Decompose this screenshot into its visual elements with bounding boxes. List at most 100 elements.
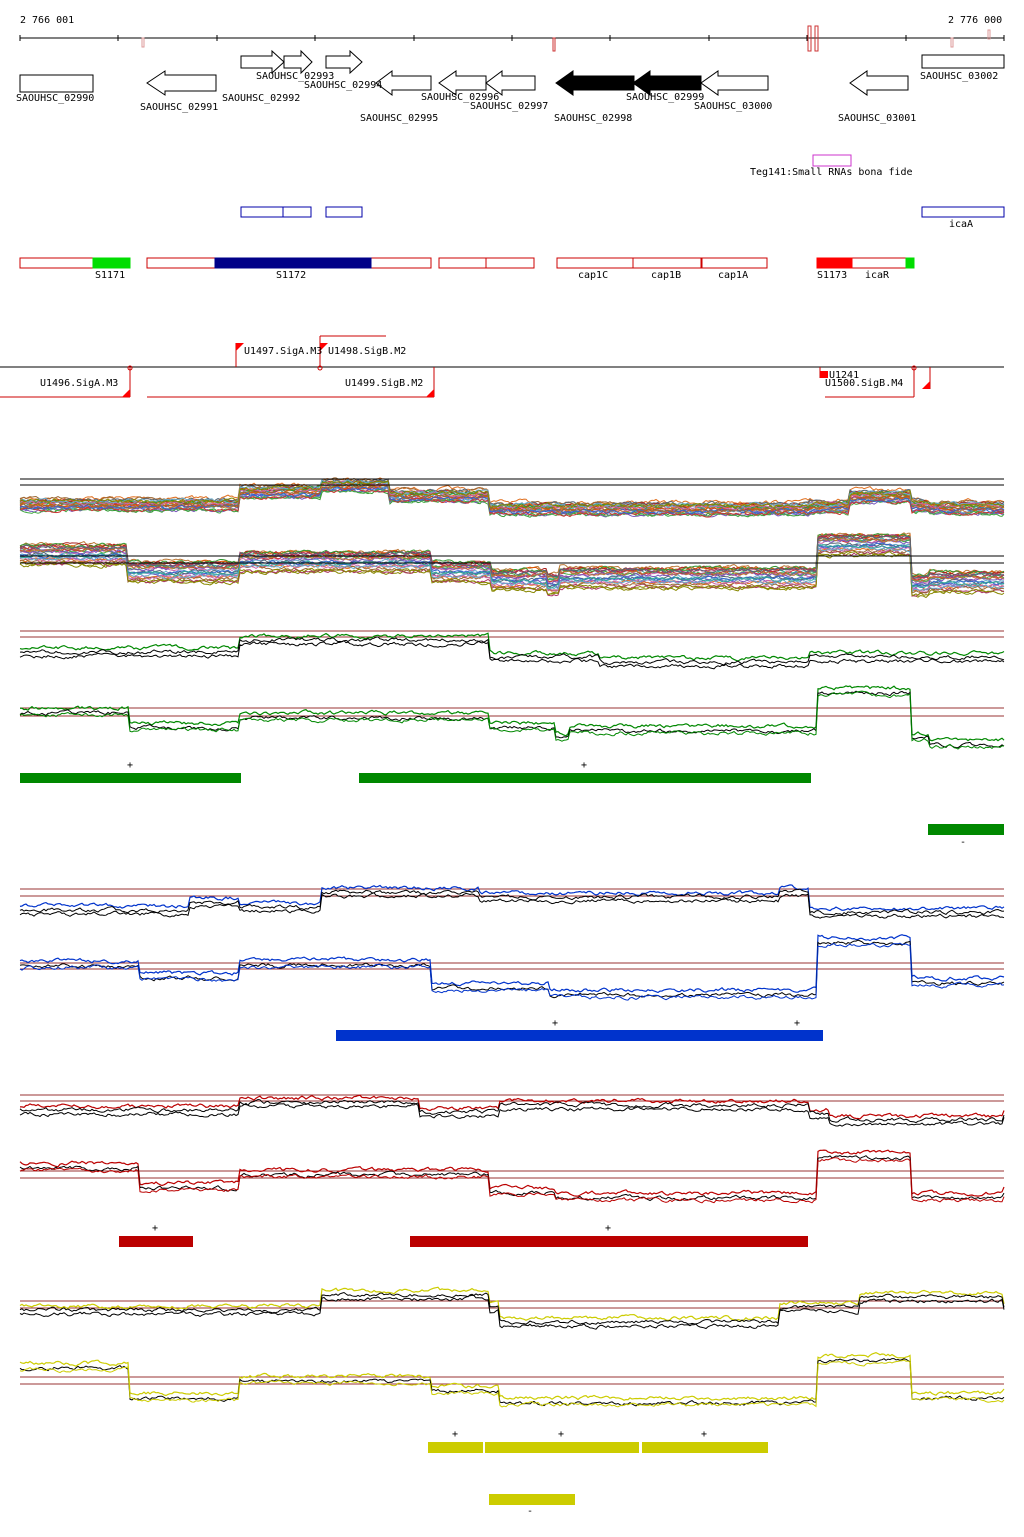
expression-profile-reverse [19, 1157, 1005, 1204]
segment-bar-yellow[interactable] [642, 1442, 768, 1453]
multi-profile-line [19, 550, 1005, 597]
gene-saouhsc-02999[interactable] [632, 70, 702, 96]
segment-bar-yellow-minus[interactable] [489, 1494, 575, 1505]
small-rna-track: Teg141:Small RNAs bona fide [750, 154, 913, 178]
segment-s1171-core [92, 257, 131, 269]
multi-profile-line [19, 486, 1005, 515]
gene-saouhsc-02997[interactable] [485, 70, 536, 96]
condition-panel-red [19, 1094, 1005, 1204]
promoter-flag[interactable] [820, 371, 828, 378]
promoter-flag[interactable] [320, 343, 328, 351]
blue-feature[interactable] [325, 206, 363, 218]
segment-track [19, 257, 915, 269]
segment-bar-blue[interactable] [336, 1030, 823, 1041]
segment-labels: S1171 S1172 cap1C cap1B cap1A S1173 icaR [95, 270, 890, 281]
segment-bar-yellow[interactable] [485, 1442, 639, 1453]
blue-feature-icaa[interactable] [921, 206, 1005, 218]
segment-s1172-core [214, 257, 372, 269]
ruler-end-label: 2 776 000 [948, 15, 1002, 26]
segment-cap1a[interactable] [701, 257, 768, 269]
segment-box[interactable] [438, 257, 487, 269]
expression-profile-reverse [19, 1149, 1005, 1197]
promoter-flag[interactable] [236, 343, 244, 351]
segment-bar-green-minus[interactable] [928, 824, 1004, 835]
multi-profile-line [19, 544, 1005, 589]
promoter-flag[interactable] [122, 389, 130, 397]
blue-feature-track [240, 206, 1005, 218]
strand-plus: + [701, 1429, 707, 1440]
expression-profile-forward-ref [19, 636, 1005, 666]
gene-track [19, 49, 1005, 96]
gene-saouhsc-02991[interactable] [146, 70, 217, 96]
gene-label: SAOUHSC_02993 [256, 71, 334, 82]
segment-label: cap1C [578, 270, 608, 281]
expression-profile-forward [20, 1094, 1005, 1120]
expression-profile-forward-ref [19, 892, 1005, 919]
gene-saouhsc-02996[interactable] [438, 70, 487, 96]
promoter-label: U1496.SigA.M3 [40, 378, 118, 389]
segment-icar-end [905, 257, 915, 269]
segment-bar-green[interactable] [20, 773, 241, 783]
gene-saouhsc-02993[interactable] [283, 49, 313, 75]
multi-profile-line [19, 477, 1005, 506]
small-rna-teg141[interactable] [812, 154, 852, 167]
gene-saouhsc-02990[interactable] [19, 74, 94, 93]
expression-profile-forward-ref [19, 640, 1005, 670]
segment-label: cap1A [718, 270, 748, 281]
gene-saouhsc-02994[interactable] [325, 49, 363, 75]
segment-box[interactable] [485, 257, 535, 269]
gene-saouhsc-03001[interactable] [849, 70, 909, 96]
promoter-label: U1497.SigA.M3 [244, 346, 322, 357]
expression-profile-reverse [19, 690, 1004, 750]
expression-profile-forward-ref [19, 888, 1005, 916]
multi-profile-line [19, 480, 1005, 511]
segment-bar-red[interactable] [410, 1236, 808, 1247]
segment-label: S1173 [817, 270, 847, 281]
blue-feature[interactable] [240, 206, 284, 218]
strand-plus: + [552, 1018, 558, 1029]
condition-panel-green [19, 630, 1005, 750]
multi-threshold-lines [20, 478, 1004, 564]
expression-profile-forward [19, 884, 1005, 912]
blue-feature[interactable] [282, 206, 312, 218]
segment-label: S1171 [95, 270, 125, 281]
segment-bar-yellow[interactable] [428, 1442, 483, 1453]
segment-label: icaR [865, 270, 890, 281]
gene-label: SAOUHSC_03000 [694, 101, 772, 112]
gene-label: SAOUHSC_02992 [222, 93, 300, 104]
gene-label: SAOUHSC_02994 [304, 80, 382, 91]
gene-label: SAOUHSC_02991 [140, 102, 218, 113]
gene-saouhsc-02995[interactable] [375, 70, 432, 96]
gene-label: SAOUHSC_02996 [421, 92, 499, 103]
condition-panel-yellow [19, 1286, 1005, 1408]
coordinate-ruler: 2 766 001 2 776 000 [19, 15, 1005, 52]
expression-profile-forward-ref [19, 1291, 1005, 1325]
strand-plus: + [152, 1223, 158, 1234]
multi-profiles-reverse [19, 532, 1005, 599]
segment-label: S1172 [276, 270, 306, 281]
gene-label: SAOUHSC_02990 [16, 93, 94, 104]
strand-plus: + [794, 1018, 800, 1029]
segmentation-bars [20, 773, 1004, 1505]
gene-saouhsc-03000[interactable] [700, 70, 769, 96]
segment-cap1b[interactable] [632, 257, 702, 269]
promoter-labels: U1497.SigA.M3 U1498.SigB.M2 U1496.SigA.M… [40, 346, 903, 389]
expression-profile-forward [19, 632, 1005, 662]
strand-markers: + + - + + + + + + + - [127, 760, 966, 1517]
gene-saouhsc-02992[interactable] [240, 49, 285, 75]
promoter-flag[interactable] [922, 381, 930, 389]
segment-label: cap1B [651, 270, 681, 281]
segment-bar-green[interactable] [359, 773, 811, 783]
gene-label: SAOUHSC_02995 [360, 113, 438, 124]
gene-label: SAOUHSC_03001 [838, 113, 916, 124]
segment-cap1c[interactable] [556, 257, 634, 269]
segment-bar-red[interactable] [119, 1236, 193, 1247]
small-rna-label: Teg141:Small RNAs bona fide [750, 167, 913, 178]
gene-saouhsc-02998[interactable] [555, 70, 635, 96]
promoter-flag[interactable] [426, 389, 434, 397]
expression-profile-reverse [19, 1359, 1005, 1408]
ruler-ticks [19, 35, 1005, 41]
gene-saouhsc-03002[interactable] [921, 54, 1005, 69]
multi-profile-line [19, 536, 1005, 583]
ruler-start-label: 2 766 001 [20, 15, 74, 26]
